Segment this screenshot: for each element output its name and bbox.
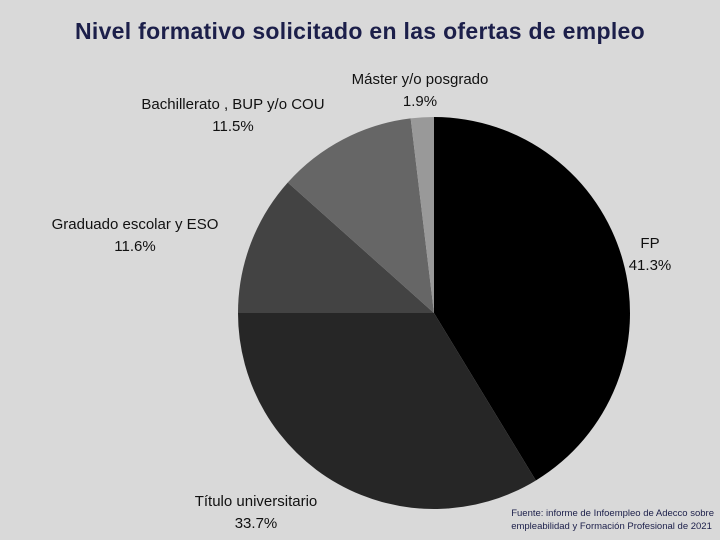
slice-label-0: FP [640, 235, 659, 252]
source-line-1: Fuente: informe de Infoempleo de Adecco … [511, 508, 714, 519]
pie-slice-3 [287, 118, 434, 313]
chart-title: Nivel formativo solicitado en las oferta… [74, 18, 646, 44]
slice-value-1: 33.7% [235, 515, 278, 532]
pie-slice-2 [238, 182, 434, 313]
slice-label-2: Graduado escolar y ESO [52, 216, 219, 233]
slice-value-2: 11.6% [114, 238, 155, 255]
slice-value-4: 1.9% [403, 93, 437, 110]
pie-slice-1 [238, 313, 536, 509]
source-note: Fuente: informe de Infoempleo de Adecco … [511, 507, 714, 533]
slice-value-3: 11.5% [212, 118, 253, 135]
slice-value-0: 41.3% [629, 257, 672, 274]
slice-label-1: Título universitario [195, 493, 318, 510]
pie-slice-4 [410, 117, 434, 313]
slice-label-3: Bachillerato , BUP y/o COU [141, 96, 324, 113]
slice-label-4: Máster y/o posgrado [352, 71, 489, 88]
pie-slice-0 [434, 117, 630, 481]
source-line-2: empleabilidad y Formación Profesional de… [511, 521, 712, 532]
